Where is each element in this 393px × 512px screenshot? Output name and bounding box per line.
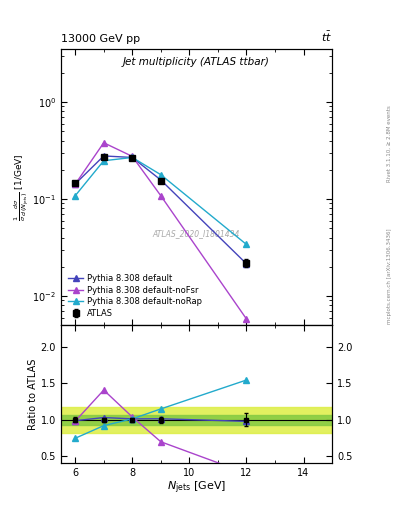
Pythia 8.308 default-noFsr [244, 316, 249, 322]
Text: 13000 GeV pp: 13000 GeV pp [61, 33, 140, 44]
Y-axis label: Ratio to ATLAS: Ratio to ATLAS [28, 358, 38, 430]
Pythia 8.308 default-noFsr [158, 193, 163, 199]
Pythia 8.308 default [130, 155, 135, 161]
Pythia 8.308 default-noRap [101, 158, 106, 164]
Line: Pythia 8.308 default: Pythia 8.308 default [72, 153, 249, 267]
Pythia 8.308 default [158, 177, 163, 183]
Text: ATLAS_2020_I1801434: ATLAS_2020_I1801434 [153, 229, 240, 239]
Pythia 8.308 default-noFsr [130, 153, 135, 159]
Pythia 8.308 default-noFsr [73, 181, 77, 187]
Text: $t\bar{t}$: $t\bar{t}$ [321, 29, 332, 44]
Legend: Pythia 8.308 default, Pythia 8.308 default-noFsr, Pythia 8.308 default-noRap, AT: Pythia 8.308 default, Pythia 8.308 defau… [65, 271, 205, 321]
Pythia 8.308 default [244, 261, 249, 267]
Line: Pythia 8.308 default-noRap: Pythia 8.308 default-noRap [72, 155, 249, 247]
Text: Rivet 3.1.10, ≥ 2.8M events: Rivet 3.1.10, ≥ 2.8M events [387, 105, 392, 182]
Pythia 8.308 default-noFsr [101, 140, 106, 146]
Pythia 8.308 default-noRap [130, 155, 135, 161]
Pythia 8.308 default [101, 153, 106, 159]
Text: Jet multiplicity (ATLAS ttbar): Jet multiplicity (ATLAS ttbar) [123, 57, 270, 67]
Bar [61, 407, 332, 433]
Pythia 8.308 default-noRap [158, 172, 163, 178]
Pythia 8.308 default [73, 181, 77, 187]
Y-axis label: $\frac{1}{\sigma}\frac{d\sigma}{d\,(N_{\rm jets})}\ [1/{\rm GeV}]$: $\frac{1}{\sigma}\frac{d\sigma}{d\,(N_{\… [12, 153, 31, 221]
X-axis label: $N_{\rm jets}$ [GeV]: $N_{\rm jets}$ [GeV] [167, 480, 226, 496]
Text: mcplots.cern.ch [arXiv:1306.3436]: mcplots.cern.ch [arXiv:1306.3436] [387, 229, 392, 324]
Line: Pythia 8.308 default-noFsr: Pythia 8.308 default-noFsr [72, 140, 249, 322]
Pythia 8.308 default-noRap [244, 241, 249, 247]
Bar [61, 415, 332, 425]
Pythia 8.308 default-noRap [73, 193, 77, 199]
